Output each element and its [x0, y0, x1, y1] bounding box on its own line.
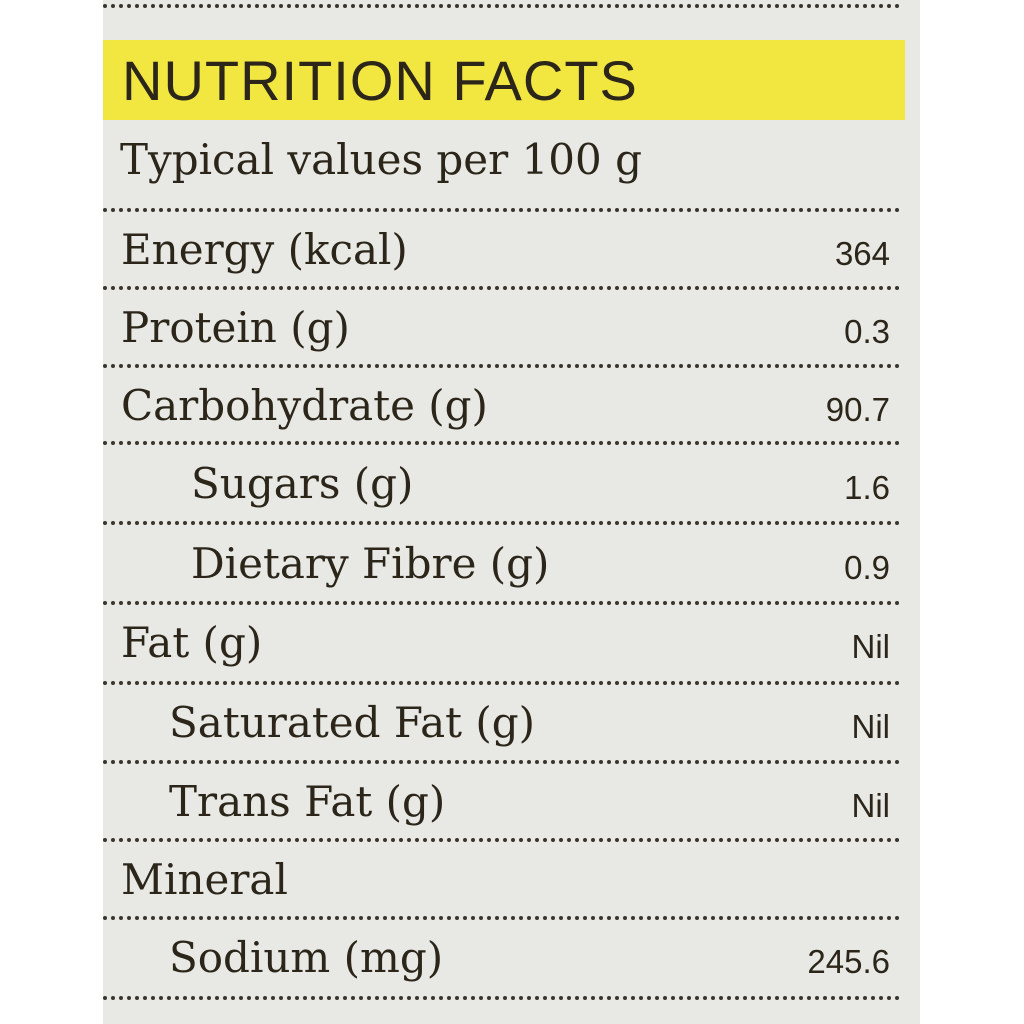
nutrient-row: Protein (g) 0.3	[103, 290, 890, 368]
divider	[103, 4, 900, 8]
title: NUTRITION FACTS	[122, 49, 638, 112]
divider	[103, 441, 900, 445]
divider	[103, 681, 900, 685]
nutrient-label: Protein (g)	[121, 303, 350, 352]
nutrient-row: Dietary Fibre (g) 0.9	[103, 526, 890, 604]
title-band	[103, 40, 905, 120]
divider	[103, 601, 900, 605]
nutrient-label: Fat (g)	[121, 618, 263, 667]
nutrient-label: Energy (kcal)	[121, 225, 408, 274]
nutrient-value: Nil	[851, 708, 891, 745]
nutrient-label: Trans Fat (g)	[169, 777, 446, 826]
nutrient-value: 245.6	[807, 943, 890, 980]
nutrient-row: Fat (g) Nil	[103, 605, 890, 683]
divider	[103, 521, 900, 525]
divider	[103, 760, 900, 764]
nutrient-label: Carbohydrate (g)	[121, 381, 488, 430]
nutrient-value: 0.3	[844, 313, 890, 350]
divider	[103, 364, 900, 368]
subtitle: Typical values per 100 g	[120, 135, 642, 184]
divider	[103, 286, 900, 290]
nutrient-value: 364	[834, 235, 890, 272]
nutrient-value: 90.7	[825, 391, 890, 428]
nutrient-label: Sodium (mg)	[169, 933, 444, 982]
nutrient-value: 0.9	[844, 549, 890, 586]
nutrient-label: Mineral	[121, 855, 288, 904]
nutrient-value: Nil	[851, 628, 891, 665]
nutrient-row: Sugars (g) 1.6	[103, 446, 890, 524]
nutrient-row: Trans Fat (g) Nil	[103, 764, 890, 842]
divider	[103, 208, 900, 212]
nutrient-row: Energy (kcal) 364	[103, 212, 890, 290]
nutrient-row: Saturated Fat (g) Nil	[103, 685, 890, 763]
divider	[103, 996, 900, 1000]
label-panel	[103, 0, 920, 1024]
divider	[103, 838, 900, 842]
nutrient-row: Sodium (mg) 245.6	[103, 920, 890, 998]
divider	[103, 916, 900, 920]
nutrient-value: 1.6	[844, 469, 890, 506]
nutrient-label: Dietary Fibre (g)	[191, 539, 550, 588]
nutrient-label: Sugars (g)	[191, 459, 414, 508]
nutrient-row: Carbohydrate (g) 90.7	[103, 368, 890, 446]
nutrient-label: Saturated Fat (g)	[169, 698, 536, 747]
nutrient-value: Nil	[851, 787, 891, 824]
nutrient-row: Mineral	[103, 842, 890, 920]
